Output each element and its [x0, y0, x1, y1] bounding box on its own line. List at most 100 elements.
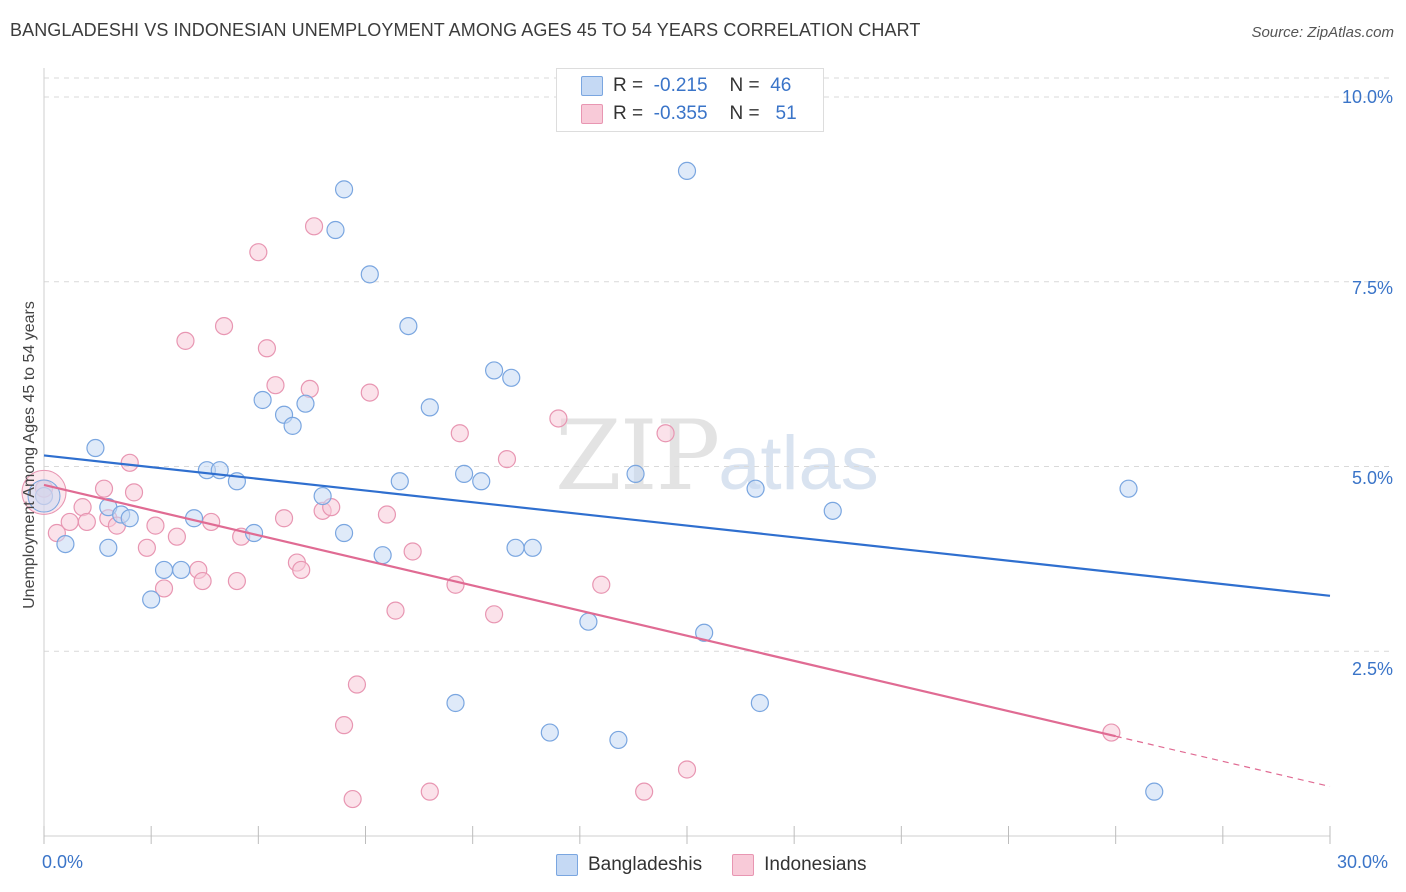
indonesian-point [304, 217, 324, 236]
indonesian-point [137, 538, 156, 557]
indonesian-point [677, 760, 697, 779]
bangladeshi-point [399, 316, 418, 336]
legend-swatch-blue [556, 854, 578, 876]
bangladeshi-point [506, 538, 525, 557]
indonesian-point [450, 424, 469, 443]
bangladeshi-point [296, 394, 315, 413]
n-label: N = [729, 103, 760, 124]
indonesian-point [656, 424, 675, 443]
bangladeshi-point [334, 180, 354, 199]
watermark: ZIPatlas [555, 400, 879, 512]
indonesian-point [347, 675, 367, 694]
x-tick-label: 0.0% [42, 852, 84, 872]
y-tick-label: 5.0% [1351, 468, 1393, 488]
bangladeshi-point [326, 220, 345, 240]
n-label: N = [729, 75, 760, 96]
indonesian-point [120, 453, 139, 472]
indonesian-point [403, 542, 422, 561]
bangladeshi-trend-line [43, 454, 1331, 597]
indonesian-point [343, 789, 362, 809]
bangladeshi-point [823, 501, 842, 520]
indonesian-point [485, 605, 504, 624]
legend-label: Bangladeshis [588, 854, 703, 875]
indonesian-trend-extension [1115, 735, 1331, 788]
indonesian-point [266, 376, 285, 395]
bangladeshi-point [579, 612, 598, 631]
indonesian-point [193, 571, 212, 591]
indonesian-point [167, 527, 186, 546]
bangladeshi-point [1145, 782, 1164, 801]
series-legend: Bangladeshis Indonesians [556, 852, 897, 878]
legend-row-indonesians: R = -0.355 N = 51 [581, 101, 797, 127]
bangladeshi-point [609, 730, 628, 750]
indonesian-point [274, 509, 294, 528]
indonesian-point [249, 243, 268, 262]
indonesian-point [124, 483, 144, 502]
n-value: 51 [775, 103, 797, 124]
bangladeshi-point [502, 368, 521, 387]
indonesian-point [386, 601, 405, 620]
bangladeshi-point [1119, 479, 1138, 498]
bangladeshi-point [540, 723, 559, 742]
bangladeshi-point [99, 538, 118, 557]
bangladeshi-point [313, 486, 332, 506]
indonesian-point [592, 575, 611, 594]
legend-swatch-pink [732, 854, 755, 876]
legend-swatch-blue [581, 76, 603, 96]
indonesian-point [446, 575, 465, 594]
indonesian-point [497, 450, 517, 469]
correlation-legend: R = -0.215 N = 46 R = -0.355 N = 51 [556, 68, 824, 132]
indonesian-point [334, 716, 354, 735]
y-tick-label: 10.0% [1341, 87, 1393, 107]
n-value: 46 [770, 75, 792, 96]
bangladeshi-point [334, 523, 354, 543]
indonesian-point [227, 571, 246, 591]
y-axis-label: Unemployment Among Ages 45 to 54 years [21, 301, 38, 609]
bangladeshi-point [677, 161, 697, 180]
bangladeshi-point [154, 560, 174, 580]
watermark-zip: ZIP [555, 400, 720, 512]
indonesian-point [214, 316, 234, 336]
indonesian-point [292, 560, 311, 580]
legend-label: Indonesians [764, 854, 867, 875]
source-label: Source: ZipAtlas.com [1251, 24, 1394, 41]
indonesian-point [257, 339, 277, 358]
bangladeshi-point [695, 623, 714, 642]
legend-item-bangladeshis[interactable]: Bangladeshis [556, 854, 702, 876]
legend-swatch-pink [581, 104, 603, 124]
bangladeshi-point [120, 509, 139, 528]
bangladeshi-point [454, 464, 474, 483]
bangladeshi-point [172, 560, 191, 580]
bangladeshi-point [472, 472, 491, 491]
indonesian-point [176, 331, 195, 350]
bangladeshi-point [142, 590, 161, 609]
indonesian-point [549, 409, 568, 428]
indonesian-point [360, 383, 379, 402]
watermark-atlas: atlas [718, 421, 879, 506]
legend-row-bangladeshis: R = -0.215 N = 46 [581, 73, 791, 99]
r-label: R = [613, 75, 644, 96]
bangladeshi-point [390, 472, 409, 491]
indonesian-point [377, 505, 397, 524]
bangladeshi-point [523, 538, 542, 557]
indonesian-point [60, 512, 79, 532]
indonesian-point [420, 782, 439, 801]
indonesian-trend-line [43, 483, 1116, 738]
bangladeshi-point [420, 398, 439, 417]
bangladeshi-point [446, 693, 465, 713]
bangladeshi-point [626, 464, 645, 483]
legend-item-indonesians[interactable]: Indonesians [732, 854, 867, 876]
r-label: R = [613, 103, 644, 124]
bangladeshi-point [373, 546, 392, 565]
bangladeshi-point [485, 361, 504, 380]
bangladeshi-point [283, 416, 302, 435]
indonesian-point [94, 479, 114, 498]
indonesian-point [77, 512, 96, 532]
bangladeshi-point [56, 534, 75, 554]
indonesian-point [146, 516, 165, 535]
y-tick-label: 2.5% [1351, 659, 1393, 679]
indonesian-point [635, 782, 654, 801]
indonesian-point [1102, 723, 1121, 742]
indonesian-point [154, 579, 174, 598]
